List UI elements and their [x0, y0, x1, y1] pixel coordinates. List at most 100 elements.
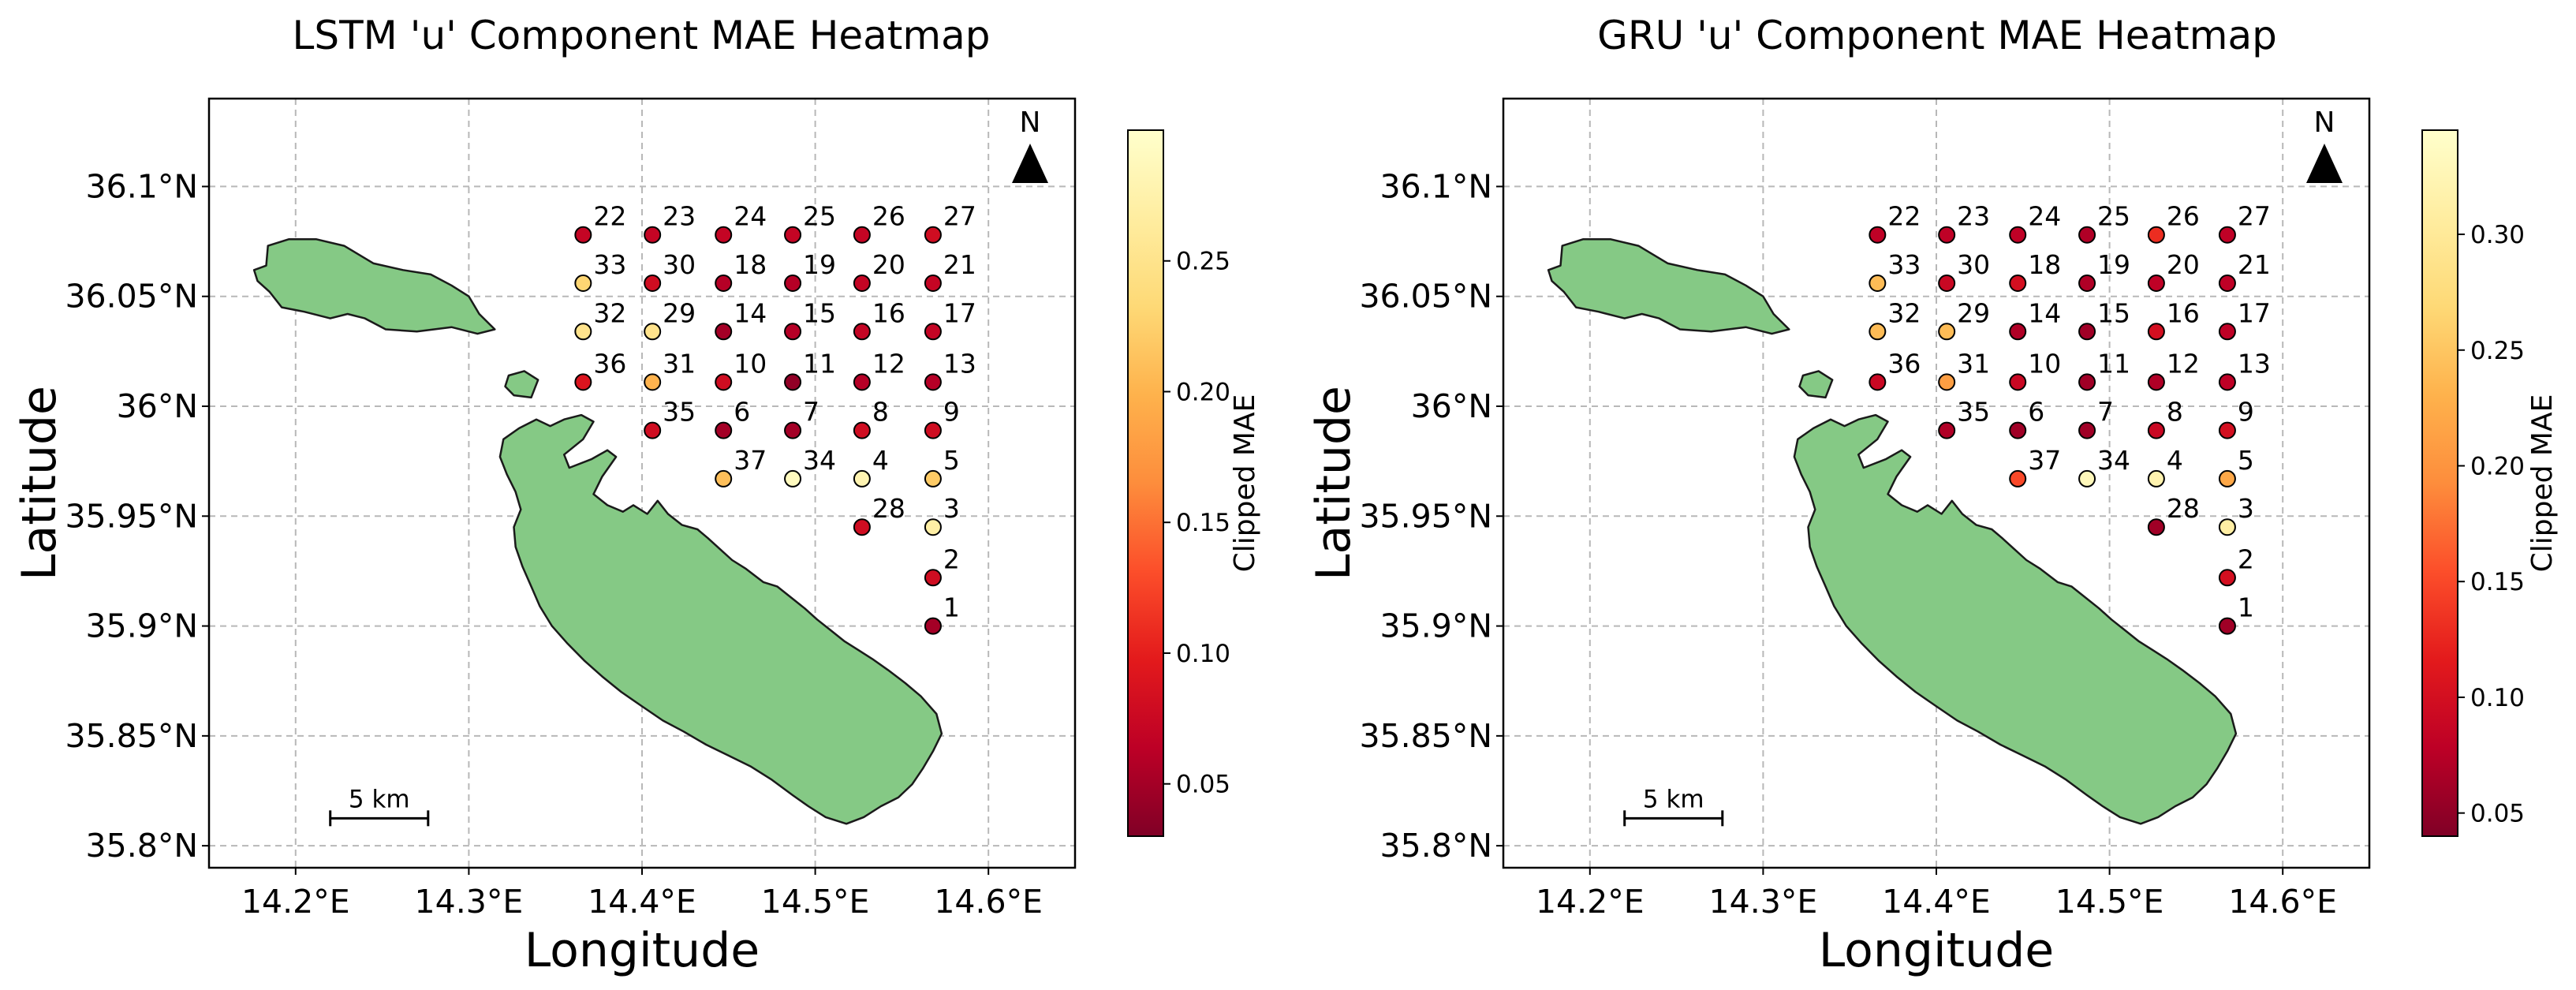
- station-marker-6[interactable]: [2009, 421, 2027, 439]
- station-marker-8[interactable]: [853, 421, 871, 439]
- station-marker-7[interactable]: [2078, 421, 2096, 439]
- station-marker-20[interactable]: [853, 275, 871, 292]
- station-marker-16[interactable]: [2147, 323, 2165, 341]
- station-label-34: 34: [2097, 445, 2130, 476]
- station-marker-32[interactable]: [574, 323, 592, 341]
- station-marker-29[interactable]: [1938, 323, 1956, 341]
- station-marker-16[interactable]: [853, 323, 871, 341]
- station-marker-3[interactable]: [2218, 518, 2236, 536]
- station-marker-31[interactable]: [644, 373, 662, 391]
- station-marker-13[interactable]: [2218, 373, 2236, 391]
- station-marker-35[interactable]: [1938, 421, 1956, 439]
- station-marker-9[interactable]: [924, 421, 942, 439]
- station-marker-17[interactable]: [924, 323, 942, 341]
- station-marker-3[interactable]: [924, 518, 942, 536]
- station-label-37: 37: [2028, 445, 2061, 476]
- station-label-5: 5: [943, 445, 960, 476]
- station-label-12: 12: [872, 348, 905, 379]
- scale-bar-label: 5 km: [349, 785, 410, 813]
- station-marker-7[interactable]: [784, 421, 802, 439]
- station-label-10: 10: [734, 348, 767, 379]
- station-marker-4[interactable]: [853, 469, 871, 488]
- land-malta: [498, 413, 943, 825]
- station-marker-25[interactable]: [2078, 226, 2096, 244]
- station-marker-31[interactable]: [1938, 373, 1956, 391]
- station-marker-22[interactable]: [1869, 226, 1887, 244]
- station-marker-1[interactable]: [2218, 617, 2236, 635]
- station-marker-17[interactable]: [2218, 323, 2236, 341]
- station-marker-2[interactable]: [924, 569, 942, 587]
- station-marker-29[interactable]: [644, 323, 662, 341]
- colorbar-label: Clipped MAE: [2526, 394, 2559, 573]
- station-marker-19[interactable]: [784, 275, 802, 292]
- station-marker-35[interactable]: [644, 421, 662, 439]
- y-tick-label: 36°N: [1411, 387, 1492, 425]
- station-label-20: 20: [872, 249, 905, 280]
- station-label-19: 19: [803, 249, 836, 280]
- station-marker-30[interactable]: [644, 275, 662, 292]
- station-marker-12[interactable]: [2147, 373, 2165, 391]
- station-marker-23[interactable]: [1938, 226, 1956, 244]
- station-label-4: 4: [2167, 445, 2183, 476]
- station-marker-37[interactable]: [2009, 469, 2027, 488]
- station-marker-20[interactable]: [2147, 275, 2165, 292]
- y-tick-label: 35.95°N: [65, 497, 198, 535]
- station-marker-14[interactable]: [2009, 323, 2027, 341]
- station-marker-21[interactable]: [924, 275, 942, 292]
- station-marker-25[interactable]: [784, 226, 802, 244]
- colorbar-tick-label: 0.05: [2470, 800, 2525, 828]
- station-marker-6[interactable]: [715, 421, 733, 439]
- colorbar-tick-label: 0.20: [1176, 378, 1230, 406]
- station-marker-18[interactable]: [2009, 275, 2027, 292]
- station-label-16: 16: [2167, 297, 2200, 328]
- station-marker-15[interactable]: [2078, 323, 2096, 341]
- y-tick-label: 35.8°N: [86, 827, 198, 865]
- station-marker-34[interactable]: [784, 469, 802, 488]
- station-marker-15[interactable]: [784, 323, 802, 341]
- station-marker-37[interactable]: [715, 469, 733, 488]
- station-marker-5[interactable]: [2218, 469, 2236, 488]
- station-marker-27[interactable]: [2218, 226, 2236, 244]
- station-marker-9[interactable]: [2218, 421, 2236, 439]
- station-marker-36[interactable]: [1869, 373, 1887, 391]
- station-marker-33[interactable]: [1869, 275, 1887, 292]
- station-marker-10[interactable]: [2009, 373, 2027, 391]
- station-marker-26[interactable]: [853, 226, 871, 244]
- station-marker-27[interactable]: [924, 226, 942, 244]
- station-marker-11[interactable]: [784, 373, 802, 391]
- station-marker-24[interactable]: [2009, 226, 2027, 244]
- station-marker-10[interactable]: [715, 373, 733, 391]
- station-marker-11[interactable]: [2078, 373, 2096, 391]
- station-marker-36[interactable]: [574, 373, 592, 391]
- station-marker-28[interactable]: [853, 518, 871, 536]
- station-marker-22[interactable]: [574, 226, 592, 244]
- colorbar: [1127, 129, 1164, 837]
- station-marker-21[interactable]: [2218, 275, 2236, 292]
- station-marker-18[interactable]: [715, 275, 733, 292]
- station-marker-30[interactable]: [1938, 275, 1956, 292]
- station-marker-1[interactable]: [924, 617, 942, 635]
- station-label-36: 36: [1887, 348, 1921, 379]
- station-marker-13[interactable]: [924, 373, 942, 391]
- station-marker-34[interactable]: [2078, 469, 2096, 488]
- station-marker-28[interactable]: [2147, 518, 2165, 536]
- station-marker-23[interactable]: [644, 226, 662, 244]
- station-marker-12[interactable]: [853, 373, 871, 391]
- station-marker-26[interactable]: [2147, 226, 2165, 244]
- station-marker-2[interactable]: [2218, 569, 2236, 587]
- station-marker-14[interactable]: [715, 323, 733, 341]
- land-comino: [1798, 370, 1834, 399]
- station-marker-4[interactable]: [2147, 469, 2165, 488]
- colorbar-tick-label: 0.10: [2470, 684, 2525, 712]
- station-label-2: 2: [943, 544, 960, 574]
- colorbar-tick-label: 0.10: [1176, 640, 1230, 668]
- station-marker-33[interactable]: [574, 275, 592, 292]
- station-marker-5[interactable]: [924, 469, 942, 488]
- station-label-13: 13: [2238, 348, 2271, 379]
- station-marker-24[interactable]: [715, 226, 733, 244]
- station-label-33: 33: [1887, 249, 1921, 280]
- station-label-23: 23: [1957, 201, 1990, 232]
- station-marker-19[interactable]: [2078, 275, 2096, 292]
- station-marker-32[interactable]: [1869, 323, 1887, 341]
- station-marker-8[interactable]: [2147, 421, 2165, 439]
